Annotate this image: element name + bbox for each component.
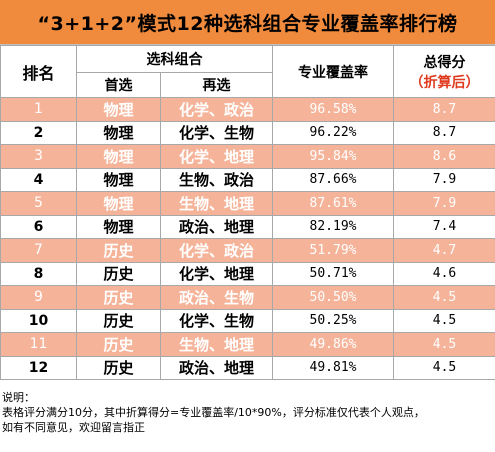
first-subject-cell: 物理	[76, 214, 161, 239]
header-score-label: 总得分	[423, 54, 466, 71]
ranking-table: 排名 选科组合 专业覆盖率 总得分 （折算后） 首选 再选 1 物理 化学、政治 96…	[0, 45, 495, 380]
header-second: 再选	[160, 72, 273, 98]
rank-cell: 6	[0, 214, 77, 239]
score-cell: 8.6	[393, 144, 495, 169]
first-subject-cell: 历史	[76, 238, 161, 263]
coverage-cell: 96.58%	[272, 97, 394, 122]
coverage-cell: 50.25%	[272, 308, 394, 333]
score-cell: 4.5	[393, 355, 495, 380]
notes: 说明： 表格评分满分10分，其中折算得分=专业覆盖率/10*90%，评分标准仅代…	[2, 390, 494, 435]
coverage-cell: 50.71%	[272, 261, 394, 286]
table-row: 4 物理 生物、政治 87.66% 7.9	[0, 167, 495, 192]
coverage-cell: 50.50%	[272, 285, 394, 310]
rank-cell: 11	[0, 332, 77, 357]
score-cell: 4.7	[393, 238, 495, 263]
coverage-cell: 87.61%	[272, 191, 394, 216]
score-cell: 4.5	[393, 285, 495, 310]
table-row: 12 历史 政治、地理 49.81% 4.5	[0, 355, 495, 380]
first-subject-cell: 物理	[76, 191, 161, 216]
coverage-cell: 49.86%	[272, 332, 394, 357]
table-row: 5 物理 生物、地理 87.61% 7.9	[0, 191, 495, 216]
page-title: “3+1+2”模式12种选科组合专业覆盖率排行榜	[0, 0, 495, 45]
second-subjects-cell: 政治、生物	[160, 285, 273, 310]
rank-cell: 5	[0, 191, 77, 216]
rank-cell: 3	[0, 144, 77, 169]
table-row: 11 历史 生物、地理 49.86% 4.5	[0, 332, 495, 357]
rank-cell: 2	[0, 120, 77, 145]
rank-cell: 12	[0, 355, 77, 380]
first-subject-cell: 物理	[76, 97, 161, 122]
score-cell: 4.5	[393, 308, 495, 333]
score-cell: 7.9	[393, 191, 495, 216]
second-subjects-cell: 生物、地理	[160, 191, 273, 216]
table-row: 3 物理 化学、地理 95.84% 8.6	[0, 144, 495, 169]
rank-cell: 8	[0, 261, 77, 286]
second-subjects-cell: 生物、政治	[160, 167, 273, 192]
first-subject-cell: 物理	[76, 167, 161, 192]
score-cell: 8.7	[393, 120, 495, 145]
first-subject-cell: 历史	[76, 308, 161, 333]
second-subjects-cell: 生物、地理	[160, 332, 273, 357]
first-subject-cell: 历史	[76, 285, 161, 310]
table-row: 8 历史 化学、地理 50.71% 4.6	[0, 261, 495, 286]
second-subjects-cell: 化学、政治	[160, 238, 273, 263]
rank-cell: 7	[0, 238, 77, 263]
second-subjects-cell: 化学、地理	[160, 144, 273, 169]
notes-line2: 如有不同意见，欢迎留言指正	[2, 421, 145, 434]
second-subjects-cell: 化学、政治	[160, 97, 273, 122]
coverage-cell: 49.81%	[272, 355, 394, 380]
table-body: 1 物理 化学、政治 96.58% 8.7 2 物理 化学、生物 96.22% 8.7 3 物理 化学、…	[0, 97, 495, 380]
second-subjects-cell: 化学、生物	[160, 308, 273, 333]
table-row: 7 历史 化学、政治 51.79% 4.7	[0, 238, 495, 263]
coverage-cell: 96.22%	[272, 120, 394, 145]
first-subject-cell: 历史	[76, 332, 161, 357]
notes-label: 说明：	[2, 391, 35, 404]
coverage-cell: 51.79%	[272, 238, 394, 263]
coverage-cell: 82.19%	[272, 214, 394, 239]
notes-line1: 表格评分满分10分，其中折算得分=专业覆盖率/10*90%，评分标准仅代表个人观…	[2, 406, 425, 419]
header-score: 总得分 （折算后）	[393, 45, 495, 98]
header-first: 首选	[76, 72, 161, 98]
score-cell: 7.4	[393, 214, 495, 239]
table-row: 2 物理 化学、生物 96.22% 8.7	[0, 120, 495, 145]
first-subject-cell: 物理	[76, 120, 161, 145]
rank-cell: 10	[0, 308, 77, 333]
table-row: 9 历史 政治、生物 50.50% 4.5	[0, 285, 495, 310]
second-subjects-cell: 政治、地理	[160, 214, 273, 239]
second-subjects-cell: 政治、地理	[160, 355, 273, 380]
first-subject-cell: 物理	[76, 144, 161, 169]
first-subject-cell: 历史	[76, 261, 161, 286]
header-coverage: 专业覆盖率	[272, 45, 394, 98]
second-subjects-cell: 化学、地理	[160, 261, 273, 286]
rank-cell: 4	[0, 167, 77, 192]
rank-cell: 9	[0, 285, 77, 310]
score-cell: 8.7	[393, 97, 495, 122]
first-subject-cell: 历史	[76, 355, 161, 380]
coverage-cell: 95.84%	[272, 144, 394, 169]
table-row: 6 物理 政治、地理 82.19% 7.4	[0, 214, 495, 239]
table-row: 1 物理 化学、政治 96.58% 8.7	[0, 97, 495, 122]
coverage-cell: 87.66%	[272, 167, 394, 192]
score-cell: 4.5	[393, 332, 495, 357]
score-cell: 7.9	[393, 167, 495, 192]
score-cell: 4.6	[393, 261, 495, 286]
table-row: 10 历史 化学、生物 50.25% 4.5	[0, 308, 495, 333]
header-combo: 选科组合	[76, 45, 273, 73]
rank-cell: 1	[0, 97, 77, 122]
second-subjects-cell: 化学、生物	[160, 120, 273, 145]
header-rank: 排名	[0, 45, 77, 98]
header-score-note: （折算后）	[409, 74, 480, 91]
